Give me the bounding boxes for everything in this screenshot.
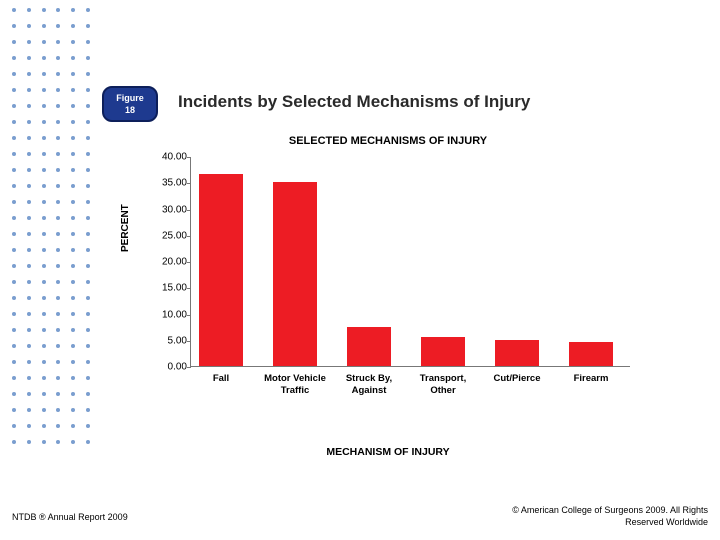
y-tick: 5.00 [147, 335, 187, 346]
decorative-dots [12, 8, 90, 458]
y-tick: 20.00 [147, 257, 187, 268]
bar [199, 174, 243, 366]
x-label: Transport, Other [407, 373, 479, 397]
figure-badge: Figure 18 [102, 86, 158, 122]
bar [421, 337, 465, 366]
y-tick: 15.00 [147, 283, 187, 294]
y-tick: 40.00 [147, 152, 187, 163]
x-label: Struck By, Against [333, 373, 405, 397]
bar [569, 342, 613, 366]
x-label: Cut/Pierce [481, 373, 553, 385]
y-tick: 25.00 [147, 230, 187, 241]
y-tick: 0.00 [147, 362, 187, 373]
x-axis-label: MECHANISM OF INJURY [138, 446, 638, 458]
chart-container: SELECTED MECHANISMS OF INJURY PERCENT 0.… [138, 135, 638, 455]
footer-right: © American College of Surgeons 2009. All… [488, 504, 708, 528]
x-label: Motor Vehicle Traffic [259, 373, 331, 397]
page-title: Incidents by Selected Mechanisms of Inju… [178, 92, 530, 112]
footer-left: NTDB ® Annual Report 2009 [12, 512, 128, 522]
x-label: Fall [185, 373, 257, 385]
y-tick: 30.00 [147, 204, 187, 215]
bar [347, 327, 391, 366]
figure-label-line2: 18 [104, 104, 156, 116]
chart-body: PERCENT 0.005.0010.0015.0020.0025.0030.0… [138, 157, 638, 392]
figure-label-line1: Figure [104, 92, 156, 104]
y-tick: 35.00 [147, 178, 187, 189]
bar [495, 340, 539, 366]
chart-plot: 0.005.0010.0015.0020.0025.0030.0035.0040… [190, 157, 630, 367]
y-tick: 10.00 [147, 309, 187, 320]
bar [273, 182, 317, 366]
page: Figure 18 Incidents by Selected Mechanis… [0, 0, 720, 540]
chart-title: SELECTED MECHANISMS OF INJURY [138, 135, 638, 147]
y-axis-label: PERCENT [120, 204, 131, 252]
x-label: Firearm [555, 373, 627, 385]
